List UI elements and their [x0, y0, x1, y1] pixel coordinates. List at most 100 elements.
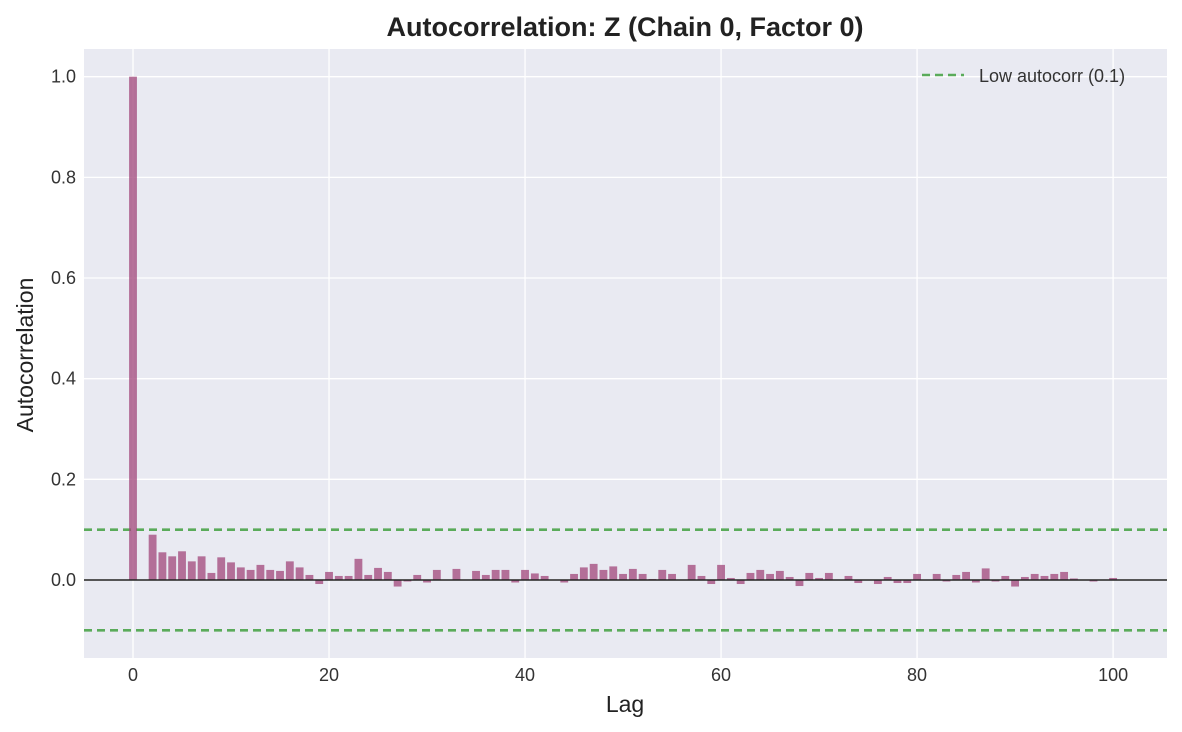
- bar-lag-85: [962, 571, 971, 580]
- bar-lag-24: [364, 574, 373, 580]
- bar-lag-49: [609, 566, 618, 580]
- bar-lag-29: [413, 574, 422, 580]
- bar-lag-36: [481, 574, 490, 580]
- bar-lag-65: [766, 573, 774, 580]
- bar-lag-64: [756, 569, 765, 580]
- y-tick-label: 0.8: [51, 167, 76, 187]
- y-tick-label: 0.0: [51, 570, 76, 590]
- bar-lag-57: [687, 564, 696, 580]
- bar-lag-52: [638, 573, 647, 580]
- x-axis-ticks: 0 20 40 60 80 100: [128, 665, 1128, 685]
- bar-lag-8: [207, 572, 216, 580]
- bar-lag-89: [1001, 575, 1010, 580]
- bar-lag-17: [295, 567, 304, 580]
- bar-lag-7: [197, 556, 206, 580]
- x-tick-label: 20: [319, 665, 339, 685]
- bar-lag-37: [491, 569, 500, 580]
- x-tick-label: 60: [711, 665, 731, 685]
- bar-lag-95: [1060, 571, 1069, 580]
- bar-lag-66: [775, 570, 784, 580]
- bar-lag-4: [168, 556, 177, 580]
- bar-lag-14: [266, 569, 275, 580]
- bar-lag-20: [325, 571, 333, 580]
- bar-lag-12: [246, 569, 255, 580]
- bar-lag-44: [560, 579, 569, 583]
- bar-lag-51: [628, 568, 637, 580]
- bar-lag-58: [697, 575, 706, 580]
- chart-title: Autocorrelation: Z (Chain 0, Factor 0): [386, 12, 863, 42]
- bar-lag-10: [227, 562, 235, 580]
- bar-lag-33: [452, 568, 461, 580]
- bar-lag-70: [815, 577, 823, 580]
- bar-lag-80: [913, 573, 921, 580]
- bar-lag-46: [579, 567, 588, 580]
- bar-lag-27: [393, 579, 402, 587]
- bar-lag-86: [971, 579, 980, 583]
- bar-lag-82: [932, 573, 941, 580]
- plot-area: [84, 49, 1167, 658]
- y-tick-label: 0.6: [51, 268, 76, 288]
- bar-lag-35: [472, 570, 480, 580]
- bar-lag-45: [570, 573, 578, 580]
- bar-lag-30: [423, 579, 431, 583]
- bar-lag-67: [785, 576, 794, 580]
- bar-lag-50: [619, 573, 627, 580]
- bar-lag-68: [795, 579, 804, 587]
- x-tick-label: 40: [515, 665, 535, 685]
- bar-lag-21: [334, 575, 343, 580]
- bar-lag-16: [285, 561, 294, 580]
- bar-lag-92: [1030, 573, 1039, 580]
- bar-lag-91: [1020, 576, 1029, 580]
- x-tick-label: 0: [128, 665, 138, 685]
- bar-lag-2: [148, 534, 157, 580]
- y-tick-label: 1.0: [51, 67, 76, 87]
- bar-lag-63: [746, 572, 755, 580]
- bar-lag-48: [599, 569, 608, 580]
- bar-lag-76: [873, 579, 882, 585]
- bar-lag-73: [844, 575, 853, 580]
- x-axis-label: Lag: [606, 691, 644, 717]
- bar-lag-69: [805, 572, 814, 580]
- bar-lag-62: [736, 579, 745, 585]
- bar-lag-19: [315, 579, 324, 585]
- bar-lag-11: [236, 567, 245, 580]
- bar-lag-54: [658, 569, 667, 580]
- y-axis-label: Autocorrelation: [12, 278, 38, 433]
- bar-lag-60: [717, 564, 725, 580]
- bar-lag-93: [1040, 575, 1049, 580]
- y-tick-label: 0.2: [51, 469, 76, 489]
- y-axis-ticks: 0.0 0.2 0.4 0.6 0.8 1.0: [51, 67, 76, 590]
- bar-lag-55: [668, 573, 676, 580]
- bar-lag-79: [903, 579, 912, 584]
- bar-lag-23: [354, 558, 363, 580]
- bar-lag-38: [501, 569, 510, 580]
- x-tick-label: 100: [1098, 665, 1128, 685]
- bar-lag-26: [383, 571, 392, 580]
- bar-lag-5: [178, 551, 186, 580]
- bar-lag-15: [276, 570, 284, 580]
- bar-lag-13: [256, 564, 265, 580]
- bar-lag-100: [1109, 577, 1118, 580]
- bar-series: [129, 76, 1127, 587]
- bar-lag-74: [854, 579, 863, 584]
- bar-lag-0: [129, 76, 137, 580]
- y-tick-label: 0.4: [51, 369, 76, 389]
- bar-lag-71: [824, 572, 833, 580]
- bar-lag-94: [1050, 573, 1059, 580]
- bar-lag-25: [374, 567, 382, 580]
- x-tick-label: 80: [907, 665, 927, 685]
- bar-lag-61: [726, 577, 735, 580]
- bar-lag-3: [158, 552, 167, 580]
- bar-lag-90: [1011, 579, 1020, 587]
- bar-lag-78: [893, 579, 902, 584]
- bar-lag-59: [707, 579, 716, 585]
- bar-lag-22: [344, 575, 353, 580]
- legend-label-low-autocorr: Low autocorr (0.1): [979, 66, 1125, 86]
- bar-lag-40: [521, 569, 529, 580]
- bar-lag-41: [530, 573, 539, 580]
- threshold-lines: [84, 528, 1167, 632]
- bar-lag-77: [883, 576, 892, 580]
- bar-lag-87: [981, 568, 990, 580]
- legend: Low autocorr (0.1): [922, 66, 1125, 86]
